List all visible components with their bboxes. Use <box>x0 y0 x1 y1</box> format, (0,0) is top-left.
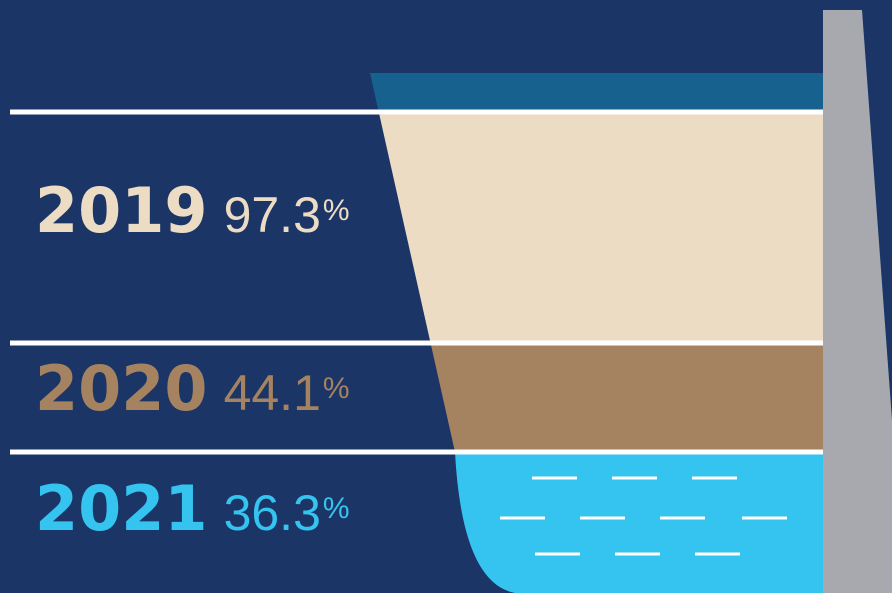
unit: % <box>323 372 350 405</box>
infographic: 2019 97.3% 2020 44.1% 2021 36.3% <box>0 0 892 593</box>
band-2019 <box>360 112 830 345</box>
year: 2021 <box>35 472 208 545</box>
year: 2020 <box>35 352 208 425</box>
unit: % <box>323 492 350 525</box>
full-level <box>360 73 830 113</box>
value: 44.1 <box>224 365 321 421</box>
unit: % <box>323 194 350 227</box>
year: 2019 <box>35 174 208 247</box>
value: 36.3 <box>224 485 321 541</box>
value: 97.3 <box>224 187 321 243</box>
